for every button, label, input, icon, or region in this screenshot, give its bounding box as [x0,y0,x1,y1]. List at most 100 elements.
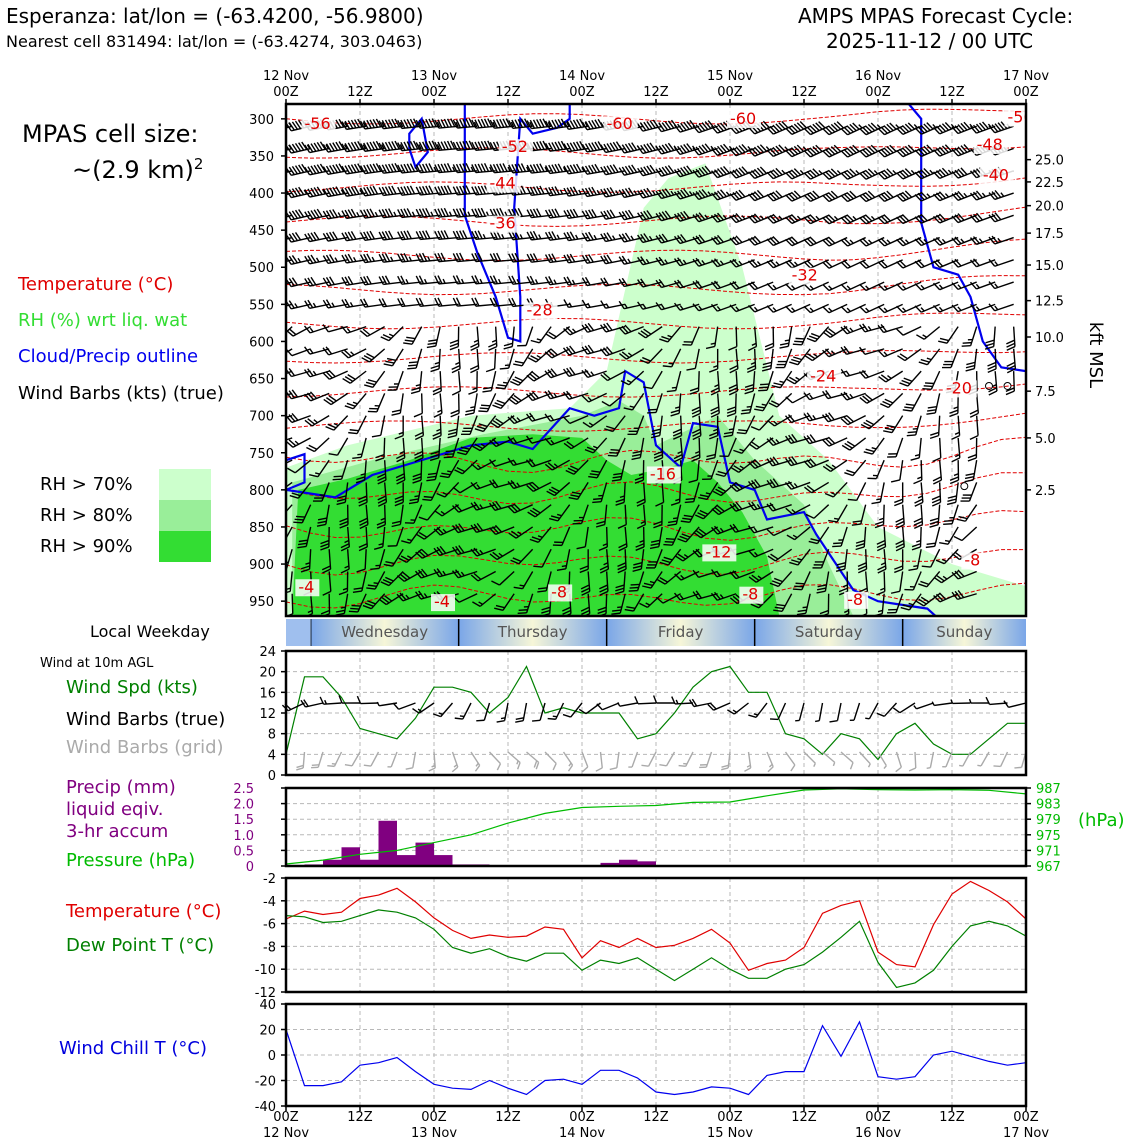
barb-flag [753,168,762,177]
barb-flag [337,495,347,499]
barb-flag [457,451,467,456]
barb-flag [313,187,320,196]
barb-flag [822,216,830,225]
barb-flag [967,457,977,462]
barb-flag [397,209,403,218]
barb-flag [554,208,560,218]
barb-flag [474,428,484,433]
barb-flag [288,414,296,422]
barb-shaft [439,570,459,578]
wind-barb [397,208,422,219]
barb-flag [470,345,480,352]
barb-flag [378,209,384,219]
barb-flag [310,143,317,152]
wind-barb [951,415,961,441]
wind-barb [359,140,385,152]
barb-flag [271,211,276,220]
wind-barb [396,437,406,463]
barb-half-flag [504,211,508,217]
barb-flag [378,276,384,285]
barb-flag [329,165,335,174]
barb-flag [406,119,412,128]
barb-shaft [330,392,349,406]
barb-flag [366,164,372,173]
barb-shaft [438,281,459,285]
wind-barb [563,140,589,153]
barb-flag [554,186,560,195]
wind-barb [304,346,330,355]
barb-flag [394,118,400,128]
pressure-tick-label: 650 [249,373,274,388]
barb-flag [901,169,910,177]
wind-barb [748,235,774,246]
barb-flag [399,592,407,601]
barb-flag [381,119,388,129]
barb-flag [862,215,870,223]
barb-flag [325,165,332,175]
barb-shaft [531,414,552,422]
wind-barb [499,348,515,370]
barb-flag [572,186,579,195]
wind-barb [932,460,943,485]
barb-flag [477,119,483,128]
barb-flag [325,187,332,197]
wind-barb [415,140,441,152]
barb-flag [459,163,465,173]
wind-barb [967,437,978,462]
barb-flag [451,368,461,374]
barb-shaft [584,526,589,547]
barb-shaft [401,303,422,308]
wind-barb [916,326,941,340]
barb-flag [358,501,368,507]
barb-flag [471,208,477,218]
barb-flag [312,500,322,502]
barb-flag [432,434,442,440]
barb-half-flag [809,285,814,290]
barb-half-flag [791,307,796,312]
wind-barb [581,254,607,264]
barb-shaft [286,348,293,360]
barb-shaft [440,526,459,536]
barb-flag [904,145,913,154]
barb-flag [286,440,294,448]
barb-flag [462,141,468,150]
barb-flag [353,119,360,128]
barb-flag [572,208,579,218]
barb-flag [469,364,479,371]
barb-shaft [286,504,293,521]
wind-barb [896,122,922,136]
barb-flag [396,457,406,463]
barb-flag [375,140,382,150]
wind-barb [840,168,866,180]
barb-flag [372,185,379,195]
barb-half-flag [526,166,530,172]
barb-flag [397,120,403,129]
wind-barb [471,140,496,151]
barb-shaft [476,504,496,511]
barb-flag [412,140,419,150]
wind-barb [509,370,534,386]
barb-half-flag [556,234,560,240]
barb-flag [348,431,358,435]
wind-barb [785,144,811,158]
wind-barb [364,370,386,388]
barb-half-flag [278,333,282,337]
barb-flag [306,392,315,401]
barb-flag [363,142,369,152]
barb-flag [581,143,588,153]
wind-barb [766,235,792,247]
barb-flag [822,239,830,247]
barb-flag [517,612,527,615]
barb-flag [510,504,518,513]
wind-barb [286,348,293,360]
barb-flag [413,412,423,418]
wind-barb [581,299,607,309]
barb-flag [886,168,894,176]
barb-flag [470,342,479,348]
barb-flag [340,325,348,334]
top-time-label: 00Z [421,85,447,100]
barb-flag [388,230,394,240]
barb-shaft [457,125,478,129]
barb-flag [400,275,406,285]
